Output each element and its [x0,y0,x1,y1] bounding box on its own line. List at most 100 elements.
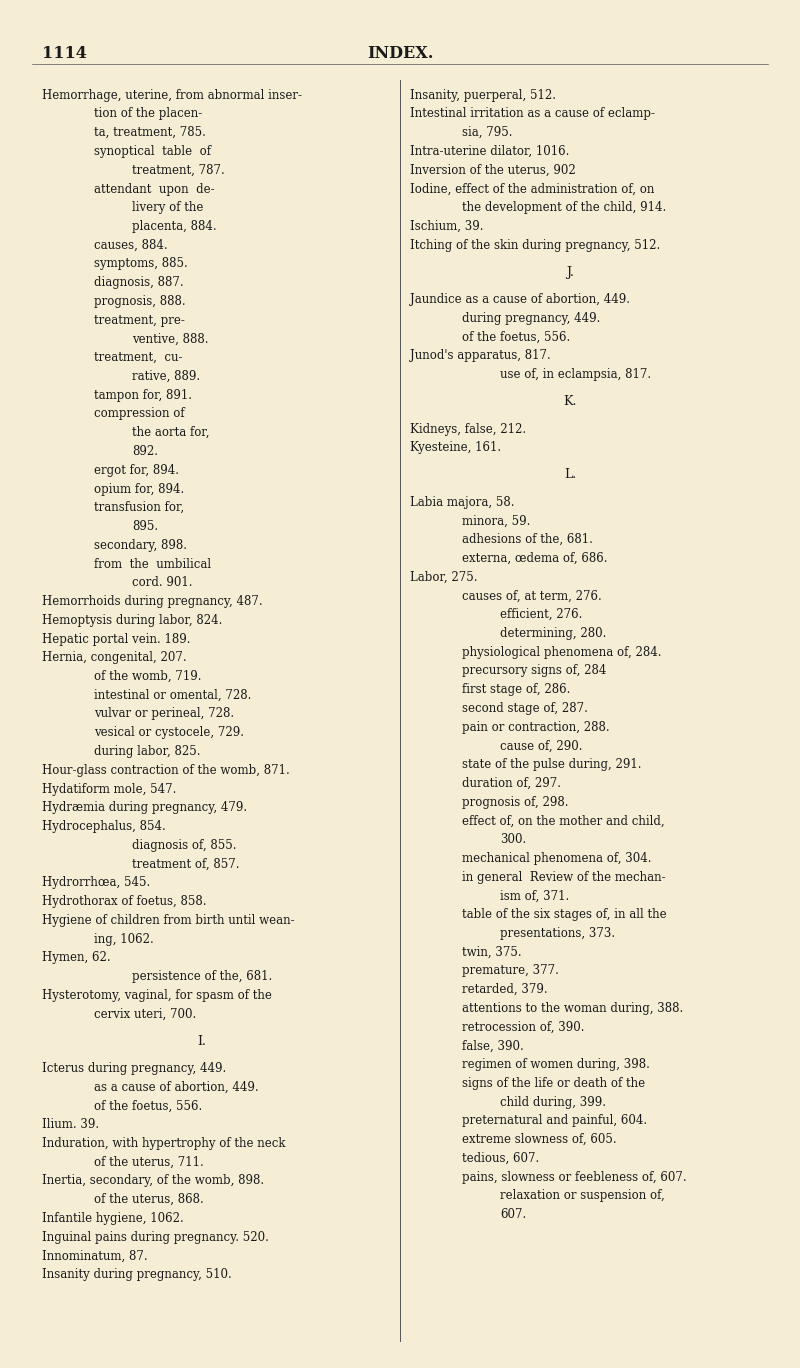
Text: precursory signs of, 284: precursory signs of, 284 [462,665,606,677]
Text: livery of the: livery of the [132,201,203,215]
Text: treatment,  cu-: treatment, cu- [94,352,182,364]
Text: of the uterus, 711.: of the uterus, 711. [94,1156,204,1168]
Text: Hysterotomy, vaginal, for spasm of the: Hysterotomy, vaginal, for spasm of the [42,989,272,1001]
Text: tion of the placen-: tion of the placen- [94,108,202,120]
Text: cause of, 290.: cause of, 290. [500,739,582,752]
Text: treatment of, 857.: treatment of, 857. [132,858,239,870]
Text: mechanical phenomena of, 304.: mechanical phenomena of, 304. [462,852,651,865]
Text: efficient, 276.: efficient, 276. [500,609,582,621]
Text: diagnosis of, 855.: diagnosis of, 855. [132,839,237,852]
Text: use of, in eclampsia, 817.: use of, in eclampsia, 817. [500,368,651,382]
Text: ing, 1062.: ing, 1062. [94,933,154,945]
Text: regimen of women during, 398.: regimen of women during, 398. [462,1057,650,1071]
Text: ism of, 371.: ism of, 371. [500,889,570,903]
Text: attentions to the woman during, 388.: attentions to the woman during, 388. [462,1001,683,1015]
Text: causes, 884.: causes, 884. [94,239,168,252]
Text: 300.: 300. [500,833,526,847]
Text: I.: I. [198,1034,206,1048]
Text: the development of the child, 914.: the development of the child, 914. [462,201,666,215]
Text: ta, treatment, 785.: ta, treatment, 785. [94,126,206,140]
Text: externa, œdema of, 686.: externa, œdema of, 686. [462,551,607,565]
Text: Hemorrhage, uterine, from abnormal inser-: Hemorrhage, uterine, from abnormal inser… [42,89,302,101]
Text: causes of, at term, 276.: causes of, at term, 276. [462,590,602,602]
Text: signs of the life or death of the: signs of the life or death of the [462,1077,645,1090]
Text: first stage of, 286.: first stage of, 286. [462,683,570,696]
Text: false, 390.: false, 390. [462,1040,524,1052]
Text: Insanity during pregnancy, 510.: Insanity during pregnancy, 510. [42,1268,232,1280]
Text: Kidneys, false, 212.: Kidneys, false, 212. [410,423,526,435]
Text: of the foetus, 556.: of the foetus, 556. [94,1100,202,1112]
Text: persistence of the, 681.: persistence of the, 681. [132,970,272,984]
Text: Inertia, secondary, of the womb, 898.: Inertia, secondary, of the womb, 898. [42,1174,264,1187]
Text: Hernia, congenital, 207.: Hernia, congenital, 207. [42,651,186,665]
Text: tampon for, 891.: tampon for, 891. [94,389,192,402]
Text: attendant  upon  de-: attendant upon de- [94,182,214,196]
Text: compression of: compression of [94,408,185,420]
Text: rative, 889.: rative, 889. [132,369,200,383]
Text: Hydrorrhœa, 545.: Hydrorrhœa, 545. [42,877,150,889]
Text: treatment, 787.: treatment, 787. [132,164,225,176]
Text: during labor, 825.: during labor, 825. [94,746,201,758]
Text: preternatural and painful, 604.: preternatural and painful, 604. [462,1115,647,1127]
Text: Icterus during pregnancy, 449.: Icterus during pregnancy, 449. [42,1062,226,1075]
Text: opium for, 894.: opium for, 894. [94,483,184,495]
Text: second stage of, 287.: second stage of, 287. [462,702,588,715]
Text: Hydatiform mole, 547.: Hydatiform mole, 547. [42,782,176,796]
Text: vesical or cystocele, 729.: vesical or cystocele, 729. [94,726,244,739]
Text: Hemoptysis during labor, 824.: Hemoptysis during labor, 824. [42,614,222,627]
Text: determining, 280.: determining, 280. [500,627,606,640]
Text: intestinal or omental, 728.: intestinal or omental, 728. [94,688,251,702]
Text: INDEX.: INDEX. [367,45,433,62]
Text: Hymen, 62.: Hymen, 62. [42,951,110,964]
Text: Induration, with hypertrophy of the neck: Induration, with hypertrophy of the neck [42,1137,286,1150]
Text: prognosis of, 298.: prognosis of, 298. [462,796,569,808]
Text: in general  Review of the mechan-: in general Review of the mechan- [462,870,666,884]
Text: extreme slowness of, 605.: extreme slowness of, 605. [462,1133,617,1146]
Text: from  the  umbilical: from the umbilical [94,558,211,570]
Text: adhesions of the, 681.: adhesions of the, 681. [462,534,593,546]
Text: prognosis, 888.: prognosis, 888. [94,295,186,308]
Text: of the foetus, 556.: of the foetus, 556. [462,331,570,343]
Text: Itching of the skin during pregnancy, 512.: Itching of the skin during pregnancy, 51… [410,239,660,252]
Text: Junod's apparatus, 817.: Junod's apparatus, 817. [410,349,550,363]
Text: of the womb, 719.: of the womb, 719. [94,670,202,683]
Text: retrocession of, 390.: retrocession of, 390. [462,1021,585,1034]
Text: 1114: 1114 [42,45,87,62]
Text: K.: K. [563,395,577,408]
Text: relaxation or suspension of,: relaxation or suspension of, [500,1189,665,1202]
Text: Hydrothorax of foetus, 858.: Hydrothorax of foetus, 858. [42,895,206,908]
Text: Ilium. 39.: Ilium. 39. [42,1118,99,1131]
Text: ventive, 888.: ventive, 888. [132,332,209,346]
Text: twin, 375.: twin, 375. [462,945,522,959]
Text: secondary, 898.: secondary, 898. [94,539,187,551]
Text: cervix uteri, 700.: cervix uteri, 700. [94,1007,196,1021]
Text: J.: J. [566,265,574,279]
Text: synoptical  table  of: synoptical table of [94,145,211,157]
Text: Intra-uterine dilator, 1016.: Intra-uterine dilator, 1016. [410,145,570,157]
Text: pain or contraction, 288.: pain or contraction, 288. [462,721,610,733]
Text: Labor, 275.: Labor, 275. [410,570,478,584]
Text: of the uterus, 868.: of the uterus, 868. [94,1193,204,1207]
Text: state of the pulse during, 291.: state of the pulse during, 291. [462,758,642,772]
Text: presentations, 373.: presentations, 373. [500,928,615,940]
Text: the aorta for,: the aorta for, [132,427,210,439]
Text: symptoms, 885.: symptoms, 885. [94,257,188,271]
Text: placenta, 884.: placenta, 884. [132,220,217,233]
Text: Hydrocephalus, 854.: Hydrocephalus, 854. [42,819,166,833]
Text: Hygiene of children from birth until wean-: Hygiene of children from birth until wea… [42,914,294,926]
Text: Labia majora, 58.: Labia majora, 58. [410,495,514,509]
Text: Innominatum, 87.: Innominatum, 87. [42,1249,148,1263]
Text: Intestinal irritation as a cause of eclamp-: Intestinal irritation as a cause of ecla… [410,108,655,120]
Text: during pregnancy, 449.: during pregnancy, 449. [462,312,600,324]
Text: Insanity, puerperal, 512.: Insanity, puerperal, 512. [410,89,556,101]
Text: treatment, pre-: treatment, pre- [94,313,185,327]
Text: premature, 377.: premature, 377. [462,964,559,977]
Text: 895.: 895. [132,520,158,534]
Text: cord. 901.: cord. 901. [132,576,193,590]
Text: Ischium, 39.: Ischium, 39. [410,220,483,233]
Text: retarded, 379.: retarded, 379. [462,984,548,996]
Text: effect of, on the mother and child,: effect of, on the mother and child, [462,814,665,828]
Text: child during, 399.: child during, 399. [500,1096,606,1108]
Text: pains, slowness or feebleness of, 607.: pains, slowness or feebleness of, 607. [462,1171,686,1183]
Text: Hour-glass contraction of the womb, 871.: Hour-glass contraction of the womb, 871. [42,763,290,777]
